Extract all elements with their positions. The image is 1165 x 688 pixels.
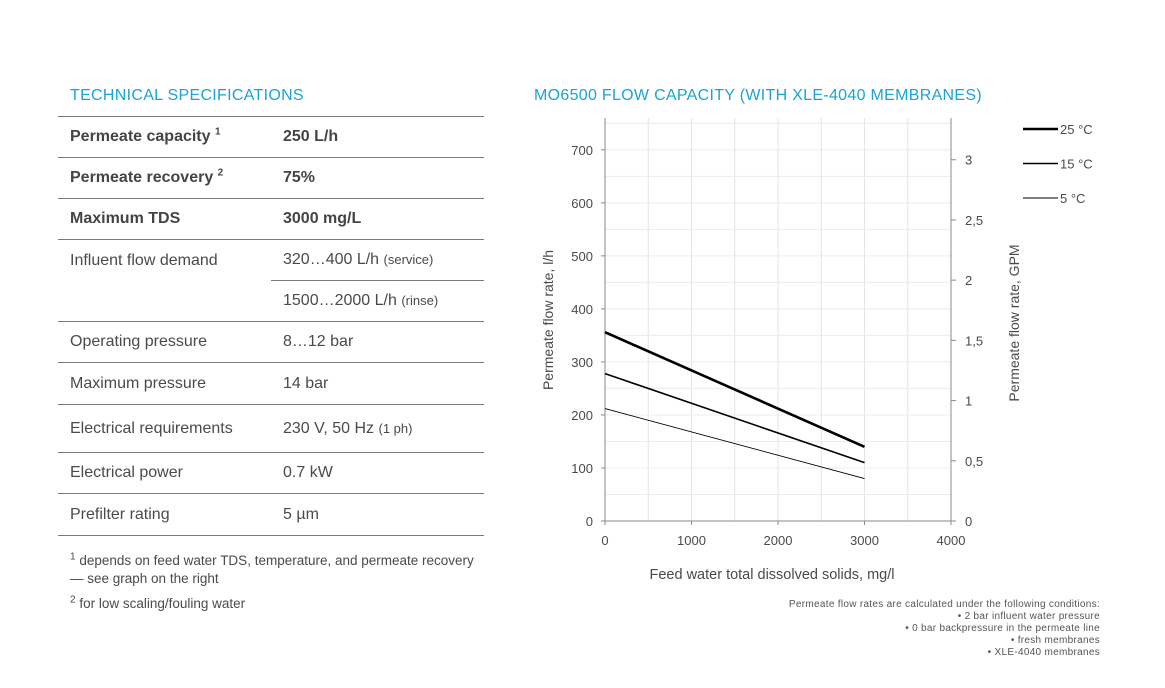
footnote-mark: 1 xyxy=(214,126,221,138)
spec-row-maximum-tds: Maximum TDS 3000 mg/L xyxy=(58,198,484,240)
footnote-2: 2 for low scaling/fouling water xyxy=(70,595,245,613)
conditions-line: • 2 bar influent water pressure xyxy=(957,611,1100,622)
chart-title: MO6500 FLOW CAPACITY (WITH XLE-4040 MEMB… xyxy=(534,87,982,104)
footnote-mark: 1 xyxy=(70,551,76,563)
spec-row-electrical-requirements: Electrical requirements 230 V, 50 Hz (1 … xyxy=(58,404,484,453)
spec-value: 5 µm xyxy=(283,505,319,523)
spec-label: Maximum pressure xyxy=(70,374,207,392)
spec-table: Permeate capacity 1 250 L/h Permeate rec… xyxy=(58,116,484,536)
spec-value: 3000 mg/L xyxy=(283,210,362,227)
y2-axis-title: Permeate flow rate, GPM xyxy=(1006,244,1022,401)
y-tick-label: 200 xyxy=(571,408,593,423)
y-tick-label: 600 xyxy=(571,196,593,211)
spec-row-electrical-power: Electrical power 0.7 kW xyxy=(58,452,484,494)
spec-row-permeate-capacity: Permeate capacity 1 250 L/h xyxy=(58,116,484,158)
y2-tick-label: 1,5 xyxy=(965,333,983,348)
spec-value-note: (1 ph) xyxy=(378,420,413,436)
spec-label-text: Permeate capacity xyxy=(70,128,211,145)
spec-value-text: 230 V, 50 Hz xyxy=(283,419,375,437)
y2-tick-label: 3 xyxy=(965,153,972,168)
conditions-line: • fresh membranes xyxy=(1010,635,1100,646)
footnote-text: depends on feed water TDS, temperature, … xyxy=(70,553,474,586)
y2-tick-label: 2 xyxy=(965,273,972,288)
footnote-mark: 2 xyxy=(217,167,224,179)
spec-row-permeate-recovery: Permeate recovery 2 75% xyxy=(58,157,484,199)
series-line xyxy=(604,408,865,480)
spec-row-maximum-pressure: Maximum pressure 14 bar xyxy=(58,362,484,405)
spec-value-rinse: 1500…2000 L/h (rinse) xyxy=(271,280,484,322)
y-tick-label: 300 xyxy=(571,355,593,370)
spec-label: Electrical requirements xyxy=(70,419,233,437)
legend-label: 15 °C xyxy=(1060,157,1093,172)
footnote-mark: 2 xyxy=(70,594,76,606)
spec-value: 230 V, 50 Hz (1 ph) xyxy=(271,405,484,453)
spec-value: 250 L/h xyxy=(283,128,339,145)
spec-label: Influent flow demand xyxy=(70,252,218,269)
spec-value: 75% xyxy=(283,169,316,186)
y-axis-title: Permeate flow rate, l/h xyxy=(540,250,556,390)
spec-value: 0.7 kW xyxy=(283,464,333,481)
spec-value: 14 bar xyxy=(283,374,329,392)
spec-label: Maximum TDS xyxy=(70,210,181,227)
y-tick-label: 0 xyxy=(586,514,593,529)
series-line xyxy=(604,372,865,464)
spec-value-text: 1500…2000 L/h xyxy=(283,292,397,309)
legend-label: 25 °C xyxy=(1060,122,1093,137)
y2-tick-label: 2,5 xyxy=(965,213,983,228)
x-axis-title: Feed water total dissolved solids, mg/l xyxy=(650,567,895,583)
spec-row-influent-flow-rinse: 1500…2000 L/h (rinse) xyxy=(58,280,484,322)
spec-value-text: 320…400 L/h xyxy=(283,251,380,268)
conditions-line: • 0 bar backpressure in the permeate lin… xyxy=(905,623,1100,634)
y-tick-label: 400 xyxy=(571,302,593,317)
x-tick-label: 4000 xyxy=(937,533,966,548)
conditions-note: Permeate flow rates are calculated under… xyxy=(789,599,1100,659)
x-tick-label: 0 xyxy=(601,533,608,548)
x-tick-label: 3000 xyxy=(850,533,879,548)
y2-tick-label: 0,5 xyxy=(965,454,983,469)
spec-value-service: 320…400 L/h (service) xyxy=(271,240,484,281)
y2-tick-label: 0 xyxy=(965,514,972,529)
spec-label: Permeate recovery 2 xyxy=(58,158,271,199)
conditions-line: • XLE-4040 membranes xyxy=(987,647,1100,658)
y-tick-label: 500 xyxy=(571,249,593,264)
spec-label: Prefilter rating xyxy=(70,505,170,523)
series-line xyxy=(604,331,866,448)
spec-row-operating-pressure: Operating pressure 8…12 bar xyxy=(58,321,484,363)
spec-value-note: (service) xyxy=(383,252,434,267)
y2-tick-label: 1 xyxy=(965,394,972,409)
spec-row-influent-flow: Influent flow demand 320…400 L/h (servic… xyxy=(58,239,484,281)
spec-section-title: TECHNICAL SPECIFICATIONS xyxy=(70,87,304,104)
spec-value-note: (rinse) xyxy=(401,293,439,308)
y-tick-label: 100 xyxy=(571,461,593,476)
spec-label: Operating pressure xyxy=(70,333,207,350)
spec-label-text: Permeate recovery xyxy=(70,169,214,186)
spec-value: 8…12 bar xyxy=(283,333,354,350)
spec-label: Electrical power xyxy=(70,464,183,481)
conditions-line: Permeate flow rates are calculated under… xyxy=(788,599,1100,610)
footnote-text: for low scaling/fouling water xyxy=(79,596,246,611)
legend-label: 5 °C xyxy=(1060,191,1085,206)
y-tick-label: 700 xyxy=(571,143,593,158)
x-tick-label: 2000 xyxy=(764,533,793,548)
spec-row-prefilter-rating: Prefilter rating 5 µm xyxy=(58,493,484,536)
x-tick-label: 1000 xyxy=(677,533,706,548)
spec-label: Permeate capacity 1 xyxy=(58,117,271,158)
footnote-1: 1 depends on feed water TDS, temperature… xyxy=(70,552,490,588)
